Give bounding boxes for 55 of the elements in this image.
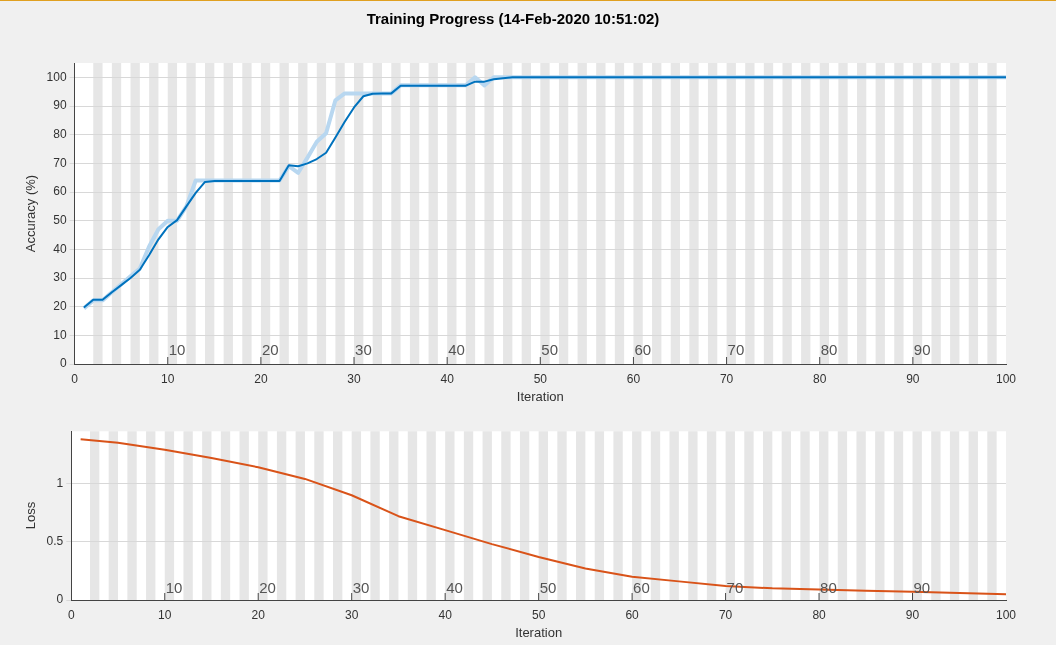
x-tick-label: 20 [254, 371, 268, 386]
annotation: 60 [634, 340, 652, 358]
x-tick-label: 80 [813, 371, 827, 386]
annotation: 90 [913, 340, 931, 358]
y-tick-label: 90 [53, 98, 67, 113]
annotation: 30 [355, 340, 372, 358]
y-tick-label: 100 [46, 69, 67, 84]
x-tick-label: 50 [531, 607, 546, 622]
x-tick-label: 50 [533, 371, 548, 386]
annotation: 20 [261, 340, 279, 358]
annotation: 50 [539, 579, 557, 597]
y-tick-label: 70 [53, 155, 67, 170]
x-axis-title: Iteration [516, 388, 564, 404]
x-tick-label: 10 [158, 607, 172, 622]
y-tick-label: 20 [53, 298, 67, 313]
y-tick-label: 30 [53, 270, 67, 285]
y-tick-label: 0 [59, 356, 67, 371]
x-tick-label: 0 [71, 371, 79, 386]
annotation: 40 [448, 340, 465, 358]
chart-title: Training Progress (14-Feb-2020 10:51:02) [366, 10, 660, 28]
x-tick-label: 40 [440, 371, 455, 386]
x-tick-label: 70 [719, 371, 734, 386]
x-tick-label: 10 [161, 371, 175, 386]
x-tick-label: 40 [438, 607, 453, 622]
y-tick-label: 10 [53, 327, 67, 342]
x-tick-label: 100 [995, 371, 1017, 386]
y-tick-label: 1 [56, 475, 64, 490]
y-tick-label: 40 [53, 241, 67, 256]
annotation: 40 [446, 579, 463, 597]
x-tick-label: 60 [625, 607, 640, 622]
x-tick-label: 30 [347, 371, 362, 386]
y-tick-label: 80 [53, 126, 67, 141]
y-axis-title: Accuracy (%) [23, 174, 39, 253]
y-tick-label: 60 [53, 184, 67, 199]
y-tick-label: 0 [56, 592, 64, 607]
x-tick-label: 70 [718, 607, 733, 622]
annotation: 80 [820, 340, 838, 358]
annotation: 50 [541, 340, 558, 358]
annotation: 10 [165, 579, 183, 597]
x-tick-label: 20 [251, 607, 266, 622]
y-axis-title: Loss [23, 501, 39, 530]
x-tick-label: 30 [345, 607, 359, 622]
x-tick-label: 60 [626, 371, 641, 386]
x-tick-label: 100 [995, 607, 1017, 622]
annotation: 20 [259, 579, 276, 597]
x-axis-title: Iteration [515, 624, 563, 640]
annotation: 30 [352, 579, 370, 597]
annotation: 10 [168, 340, 186, 358]
y-tick-label: 0.5 [46, 534, 64, 549]
x-tick-label: 90 [905, 607, 920, 622]
annotation: 60 [633, 579, 650, 597]
x-tick-label: 90 [906, 371, 920, 386]
annotation: 70 [727, 340, 745, 358]
y-tick-label: 50 [53, 212, 67, 227]
x-tick-label: 80 [812, 607, 827, 622]
